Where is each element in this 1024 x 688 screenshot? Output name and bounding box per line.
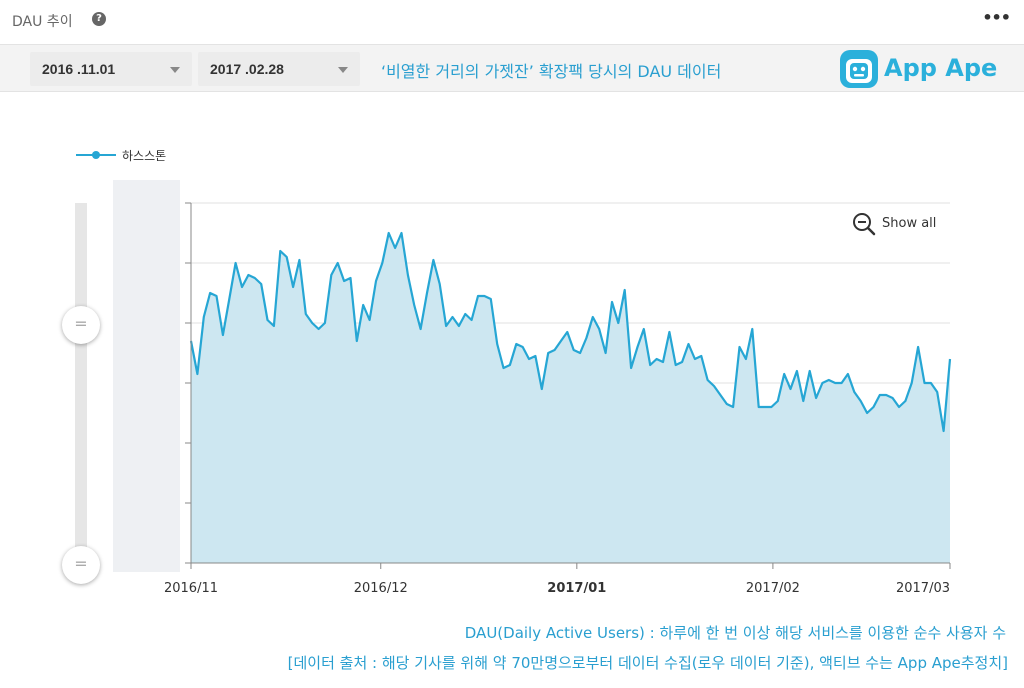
chart-axes bbox=[190, 203, 950, 564]
show-all-label: Show all bbox=[882, 216, 937, 231]
footnote-dau-definition: DAU(Daily Active Users) : 하루에 한 번 이상 해당 … bbox=[464, 624, 1006, 642]
x-tick-label: 2017/02 bbox=[746, 581, 800, 596]
legend-dot-marker bbox=[92, 151, 100, 159]
more-dots-icon[interactable]: ••• bbox=[982, 8, 1011, 27]
x-tick-label: 2017/03 bbox=[896, 581, 950, 596]
series-line bbox=[189, 231, 952, 433]
filter-bar: 2016 .11.01 2017 .02.28 ‘비열한 거리의 가젯잔’ 확장… bbox=[0, 44, 1024, 92]
series-area-fill bbox=[191, 233, 950, 563]
brand-name: App Ape bbox=[884, 54, 998, 82]
end-date-select[interactable]: 2017 .02.28 bbox=[198, 52, 360, 86]
x-tick-label: 2017/01 bbox=[547, 581, 606, 596]
range-handle-top[interactable]: = bbox=[62, 306, 100, 344]
range-handle-bottom[interactable]: = bbox=[62, 546, 100, 584]
start-date-select[interactable]: 2016 .11.01 bbox=[30, 52, 192, 86]
panel-title: DAU 추이 bbox=[12, 14, 73, 30]
chevron-down-icon bbox=[338, 67, 348, 73]
show-all-button[interactable]: Show all bbox=[852, 212, 936, 236]
chevron-down-icon bbox=[170, 67, 180, 73]
help-circle-icon[interactable]: ? bbox=[92, 12, 106, 26]
zoom-out-icon bbox=[853, 213, 876, 236]
x-axis-ticks: 2016/11 2016/12 2017/01 2017/02 2017/03 bbox=[164, 563, 951, 596]
range-slider-track[interactable] bbox=[75, 203, 87, 565]
x-tick-label: 2016/11 bbox=[164, 581, 218, 596]
monkey-logo-icon bbox=[840, 50, 878, 88]
x-tick-label: 2016/12 bbox=[354, 581, 408, 596]
legend-series-label: 하스스톤 bbox=[122, 149, 167, 163]
start-date-value: 2016 .11.01 bbox=[42, 61, 116, 77]
app-ape-logo: App Ape bbox=[838, 48, 1014, 90]
panel-header: DAU 추이 ? ••• bbox=[0, 0, 1024, 44]
chart-note: ‘비열한 거리의 가젯잔’ 확장팩 당시의 DAU 데이터 bbox=[381, 62, 722, 81]
footnote-data-source: [데이터 출처 : 해당 기사를 위해 약 70만명으로부터 데이터 수집(로우… bbox=[287, 654, 1008, 672]
chart-side-panel bbox=[113, 180, 180, 572]
end-date-value: 2017 .02.28 bbox=[210, 61, 284, 77]
